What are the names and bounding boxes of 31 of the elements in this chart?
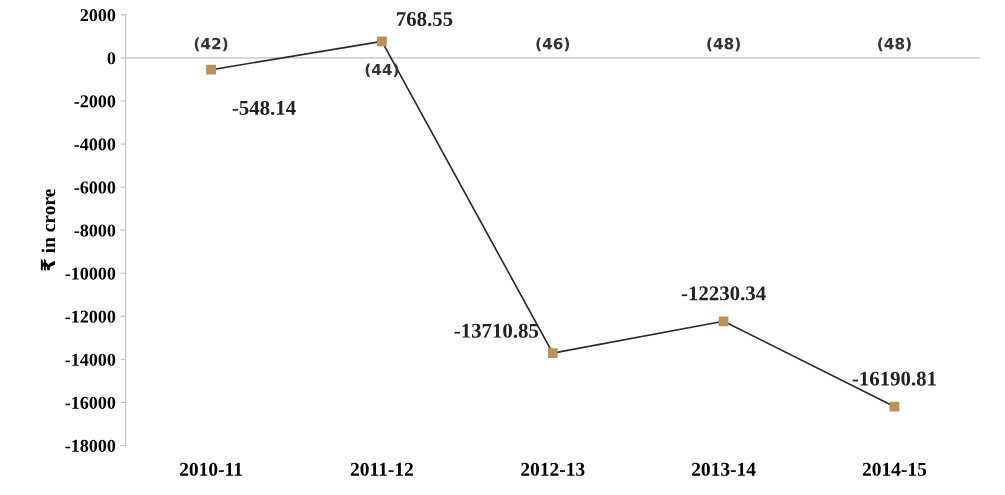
x-tick-label: 2010-11 — [180, 462, 242, 476]
y-axis-title: ₹ in crore — [40, 189, 56, 271]
point — [377, 36, 387, 47]
y-tick-label: -2000 — [74, 95, 116, 108]
annotation: (44) — [365, 63, 399, 78]
y-tick-label: -14000 — [65, 353, 116, 366]
point — [547, 348, 558, 359]
x-tick-label: 2013-14 — [692, 462, 756, 476]
point — [206, 64, 216, 75]
x-tick-label: 2012-13 — [521, 462, 585, 476]
data-label: -12230.34 — [681, 286, 766, 301]
y-tick-label: -12000 — [65, 310, 116, 323]
y-tick-label: 2000 — [80, 9, 116, 22]
y-tick-label: -16000 — [65, 396, 116, 409]
annotation: (42) — [194, 37, 228, 52]
data-label: -16190.81 — [852, 371, 936, 386]
y-tick-label: -10000 — [65, 267, 116, 280]
x-tick-label: 2011-12 — [350, 462, 413, 476]
y-tick-label: 0 — [107, 52, 116, 65]
data-label: -13710.85 — [454, 323, 539, 338]
x-tick-label: 2014-15 — [862, 462, 927, 476]
y-tick-label: -6000 — [74, 181, 116, 194]
annotation: (46) — [536, 37, 570, 52]
y-tick-label: -18000 — [65, 439, 116, 452]
y-tick-label: -8000 — [74, 224, 116, 237]
y-tick-label: -4000 — [74, 138, 116, 151]
annotation: (48) — [878, 37, 911, 52]
data-label: 768.55 — [396, 11, 453, 27]
point — [718, 316, 729, 327]
annotation: (48) — [707, 37, 740, 52]
data-label: -548.14 — [232, 100, 296, 116]
